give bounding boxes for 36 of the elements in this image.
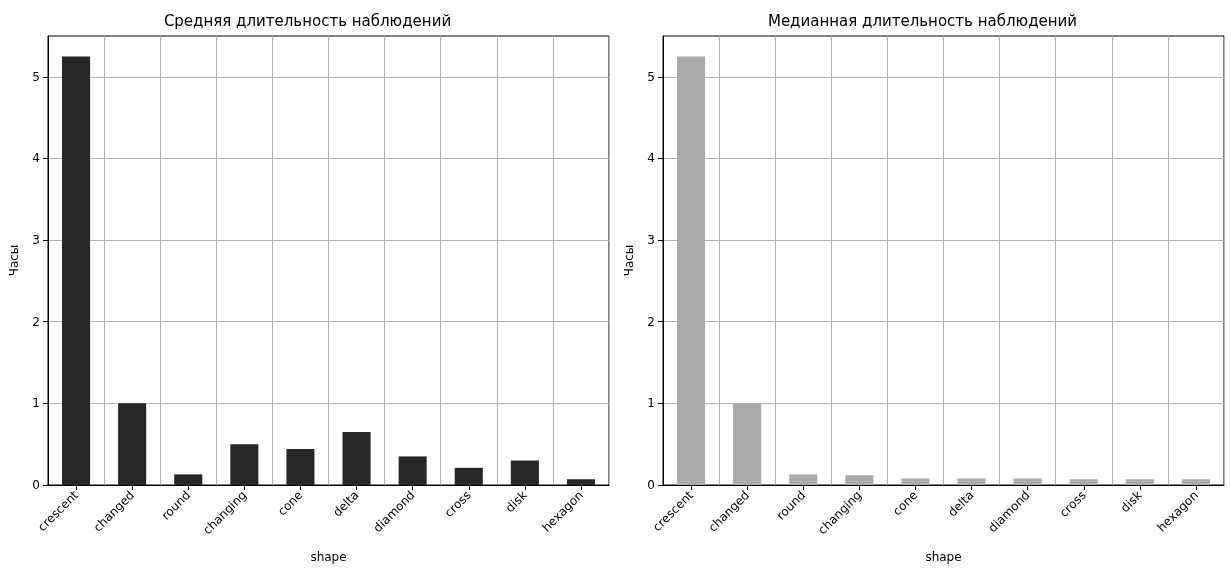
y-tick-label: 4 bbox=[647, 151, 655, 166]
y-axis-title: Часы bbox=[7, 244, 21, 277]
bar bbox=[901, 478, 930, 485]
bar bbox=[957, 478, 986, 485]
y-tick-label: 5 bbox=[32, 69, 40, 84]
y-tick-label: 5 bbox=[647, 69, 655, 84]
bar bbox=[62, 56, 91, 485]
bar bbox=[1181, 479, 1210, 485]
bar bbox=[230, 444, 259, 485]
bar bbox=[510, 460, 539, 485]
chart-title: Средняя длительность наблюдений bbox=[163, 11, 452, 30]
bar bbox=[845, 475, 874, 485]
y-tick-label: 0 bbox=[32, 478, 40, 492]
bar bbox=[398, 456, 427, 485]
bar bbox=[454, 467, 483, 485]
bar bbox=[286, 449, 315, 485]
chart-title: Медианная длительность наблюдений bbox=[767, 11, 1078, 30]
bar bbox=[1069, 479, 1098, 485]
bar bbox=[789, 474, 818, 485]
y-tick-label: 3 bbox=[647, 233, 655, 248]
y-tick-label: 2 bbox=[32, 314, 40, 329]
bar bbox=[342, 431, 371, 485]
y-tick-label: 0 bbox=[647, 478, 655, 492]
x-axis-title: shape bbox=[925, 550, 962, 564]
y-tick-label: 1 bbox=[32, 396, 40, 411]
bar bbox=[118, 403, 147, 485]
y-tick-label: 3 bbox=[32, 233, 40, 248]
bar bbox=[566, 479, 595, 485]
x-axis-title: shape bbox=[310, 550, 347, 564]
bar bbox=[174, 474, 203, 485]
bar bbox=[1125, 479, 1154, 485]
bar bbox=[1013, 478, 1042, 485]
y-tick-label: 4 bbox=[32, 151, 40, 166]
y-axis-title: Часы bbox=[622, 244, 636, 277]
y-tick-label: 2 bbox=[647, 314, 655, 329]
y-tick-label: 1 bbox=[647, 396, 655, 411]
